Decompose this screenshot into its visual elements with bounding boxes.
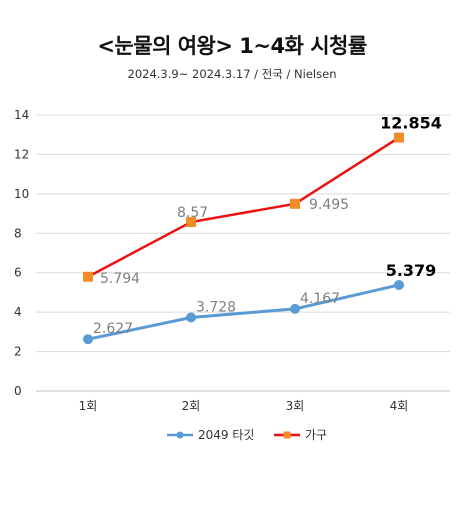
y-tick-label: 2 — [14, 345, 22, 359]
series-points — [83, 132, 404, 345]
data-point — [83, 271, 93, 282]
data-label: 12.854 — [380, 114, 442, 133]
data-point — [186, 312, 196, 323]
data-point — [394, 132, 404, 143]
y-tick-label: 10 — [14, 187, 29, 201]
series-line — [87, 136, 400, 278]
data-label: 2.627 — [93, 321, 133, 337]
data-labels: 2.627 3.728 4.167 5.379 5.794 8.57 9.495 12.854 — [93, 114, 442, 338]
series-lines — [87, 136, 400, 341]
data-point — [83, 334, 93, 345]
y-tick-label: 12 — [14, 147, 29, 161]
y-tick-label: 6 — [14, 266, 22, 280]
y-tick-label: 8 — [14, 226, 22, 240]
data-point — [394, 279, 404, 290]
x-axis-ticks: 1회 2회 3회 4회 — [79, 399, 409, 413]
legend-marker-2049 — [176, 431, 184, 439]
data-point — [290, 303, 300, 314]
data-point — [290, 198, 300, 209]
x-tick-label: 4회 — [390, 399, 409, 413]
data-label: 8.57 — [177, 205, 208, 221]
data-label: 5.379 — [386, 261, 437, 280]
y-tick-label: 4 — [14, 305, 22, 319]
y-tick-label: 0 — [14, 384, 22, 398]
legend-label-household: 가구 — [305, 428, 327, 442]
data-label: 3.728 — [196, 300, 236, 316]
x-tick-label: 3회 — [286, 399, 305, 413]
legend-label-2049: 2049 타깃 — [198, 428, 254, 442]
legend-marker-household — [283, 431, 291, 439]
chart-subtitle: 2024.3.9~ 2024.3.17 / 전국 / Nielsen — [127, 67, 337, 81]
x-tick-label: 2회 — [182, 399, 201, 413]
data-label: 4.167 — [300, 291, 340, 307]
gridlines — [36, 114, 450, 392]
data-label: 9.495 — [309, 197, 349, 213]
y-axis-ticks: 0 2 4 6 8 10 12 14 — [14, 108, 29, 398]
data-label: 5.794 — [100, 271, 140, 287]
x-tick-label: 1회 — [79, 399, 98, 413]
chart-title: <눈물의 여왕> 1~4화 시청률 — [97, 34, 367, 58]
chart-legend: 2049 타깃 가구 — [167, 428, 327, 442]
y-tick-label: 14 — [14, 108, 29, 122]
series-line — [87, 283, 400, 341]
data-point — [186, 217, 196, 228]
